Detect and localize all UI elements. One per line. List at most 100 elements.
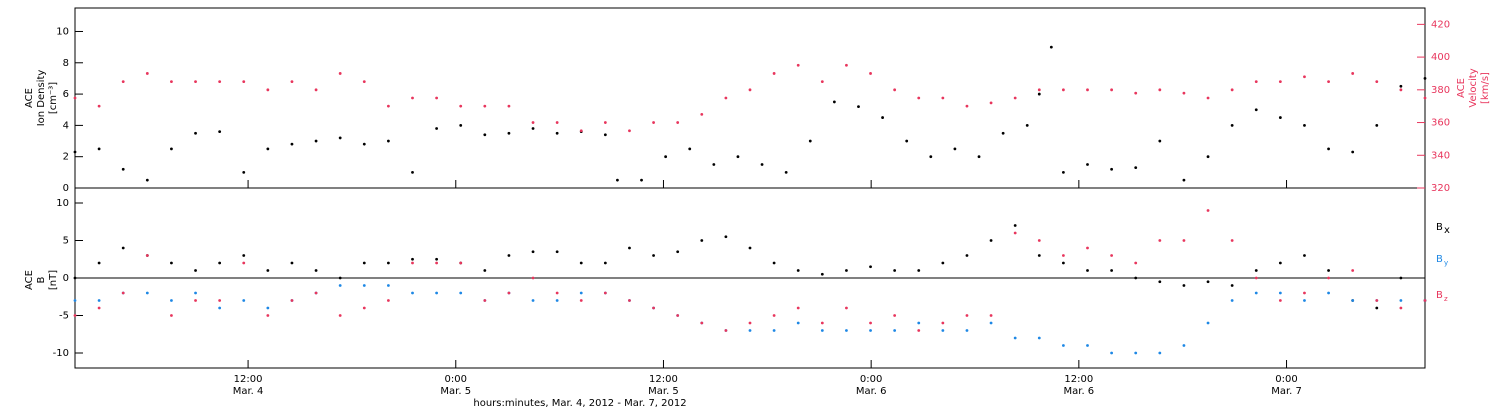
density-point bbox=[1110, 167, 1114, 171]
magfield-point bbox=[411, 261, 414, 265]
magfield-point bbox=[579, 299, 583, 302]
magfield-point bbox=[1303, 254, 1306, 257]
magfield-point bbox=[459, 261, 463, 265]
magfield-point bbox=[170, 261, 173, 265]
magfield-point bbox=[700, 239, 704, 242]
panel2-ylabel-line2: B bbox=[36, 276, 47, 283]
velocity-point bbox=[652, 121, 655, 124]
density-point bbox=[832, 100, 836, 104]
magfield-point bbox=[1206, 321, 1210, 325]
magfield-point bbox=[579, 291, 583, 295]
panel1-right-tick-label: 320 bbox=[1431, 183, 1450, 194]
svg-text:B: B bbox=[1436, 290, 1443, 301]
magfield-point bbox=[1061, 261, 1065, 265]
velocity-point bbox=[1086, 88, 1089, 92]
data-points bbox=[73, 45, 1427, 355]
magfield-point bbox=[338, 276, 342, 280]
magfield-point bbox=[194, 269, 197, 272]
magfield-point bbox=[893, 329, 897, 332]
density-point bbox=[242, 170, 246, 174]
magfield-point bbox=[411, 257, 414, 261]
magfield-point bbox=[170, 299, 173, 302]
magfield-point bbox=[483, 299, 487, 302]
magfield-point bbox=[1327, 276, 1330, 280]
x-tick-time-label: 0:00 bbox=[860, 374, 882, 385]
velocity-point bbox=[1230, 88, 1234, 92]
density-point bbox=[1061, 170, 1065, 174]
velocity-point bbox=[1013, 96, 1017, 100]
density-point bbox=[170, 147, 173, 151]
panel1-ylabel-line3: [cm⁻³] bbox=[48, 82, 59, 114]
magfield-point bbox=[1182, 284, 1186, 287]
magfield-point bbox=[796, 306, 800, 310]
density-point bbox=[736, 155, 740, 159]
density-point bbox=[760, 163, 764, 166]
magfield-point bbox=[603, 261, 607, 265]
magfield-point bbox=[218, 306, 222, 310]
density-point bbox=[1254, 108, 1258, 112]
density-point bbox=[1001, 131, 1005, 135]
panel1-left-tick-label: 4 bbox=[63, 120, 69, 131]
panel1-left-tick-label: 0 bbox=[63, 183, 69, 194]
magfield-point bbox=[1375, 306, 1379, 310]
magfield-point bbox=[531, 299, 535, 302]
magfield-point bbox=[869, 329, 872, 332]
x-axis-label: hours:minutes, Mar. 4, 2012 - Mar. 7, 20… bbox=[473, 398, 686, 409]
velocity-point bbox=[893, 88, 897, 92]
density-point bbox=[362, 142, 366, 146]
density-point bbox=[194, 131, 197, 135]
svg-text:B: B bbox=[1436, 254, 1443, 265]
magfield-point bbox=[218, 261, 222, 265]
density-point bbox=[977, 155, 981, 159]
magfield-point bbox=[194, 299, 197, 302]
magfield-point bbox=[820, 329, 824, 332]
magfield-point bbox=[1086, 344, 1089, 347]
magfield-point bbox=[73, 314, 77, 317]
magfield-point bbox=[1182, 239, 1186, 242]
magfield-point bbox=[652, 254, 655, 257]
magfield-point bbox=[507, 291, 511, 295]
velocity-point bbox=[1110, 88, 1114, 92]
magfield-point bbox=[1351, 269, 1355, 272]
velocity-point bbox=[459, 104, 463, 108]
velocity-point bbox=[338, 72, 342, 75]
magfield-point bbox=[338, 284, 342, 287]
magfield-point bbox=[748, 329, 752, 332]
density-point bbox=[1086, 163, 1089, 166]
velocity-point bbox=[796, 63, 800, 67]
velocity-point bbox=[579, 129, 583, 133]
magfield-point bbox=[941, 261, 945, 265]
magfield-point bbox=[989, 239, 993, 242]
magfield-point bbox=[242, 299, 246, 302]
magfield-point bbox=[748, 246, 752, 250]
x-tick-time-label: 0:00 bbox=[1275, 374, 1297, 385]
magfield-point bbox=[1351, 299, 1355, 302]
magfield-point bbox=[1061, 254, 1065, 257]
x-tick-date-label: Mar. 6 bbox=[1064, 386, 1095, 397]
density-point bbox=[73, 150, 77, 154]
velocity-point bbox=[314, 88, 318, 92]
magfield-point bbox=[724, 235, 728, 239]
density-point bbox=[1375, 123, 1379, 127]
magfield-point bbox=[1061, 344, 1065, 347]
density-point bbox=[314, 139, 318, 143]
density-point bbox=[483, 133, 487, 137]
density-point bbox=[603, 133, 607, 137]
magfield-point bbox=[1230, 239, 1234, 242]
velocity-point bbox=[507, 104, 511, 108]
magfield-point bbox=[386, 284, 390, 287]
magfield-point bbox=[796, 269, 800, 272]
magfield-point bbox=[772, 314, 776, 317]
velocity-point bbox=[1303, 75, 1306, 79]
panel2-left-tick-label: -10 bbox=[53, 348, 69, 359]
velocity-point bbox=[194, 80, 197, 84]
magfield-point bbox=[893, 269, 897, 272]
velocity-point bbox=[145, 72, 149, 75]
density-point bbox=[145, 178, 149, 182]
density-point bbox=[290, 142, 294, 146]
magfield-point bbox=[386, 299, 390, 302]
magfield-point bbox=[1399, 306, 1403, 310]
magfield-point bbox=[845, 306, 848, 310]
density-point bbox=[266, 147, 270, 151]
